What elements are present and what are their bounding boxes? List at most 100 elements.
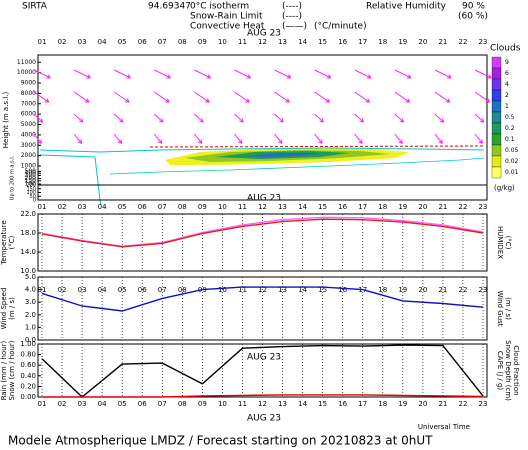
wind-arrow — [434, 91, 451, 103]
arrow-head — [441, 139, 443, 144]
arrow-head — [447, 98, 451, 103]
humidity-label: Relative Humidity — [366, 2, 447, 12]
arrow-shaft — [153, 113, 164, 123]
y-tick-label: 3.0 — [25, 298, 36, 306]
x-tick-label: 20 — [418, 38, 427, 46]
wind-arrow — [354, 69, 372, 79]
wind-arrow — [153, 91, 170, 103]
wind-arrow — [33, 133, 42, 144]
arrow-shaft — [434, 69, 452, 79]
arrow-head — [37, 141, 42, 144]
y-tick-label: 0.40 — [20, 372, 36, 380]
x-tick-label: 17 — [358, 203, 367, 211]
x-tick-label: 22 — [458, 38, 467, 46]
legend-label: Convective Heat — [190, 22, 265, 32]
arrow-shaft — [354, 113, 364, 123]
arrow-head — [408, 74, 412, 79]
arrow-shaft — [113, 69, 131, 79]
wind-arrow — [274, 69, 292, 79]
arrow-head — [87, 74, 91, 79]
wind-arrow — [314, 69, 332, 79]
arrow-shaft — [314, 113, 324, 123]
x-tick-label: 08 — [178, 400, 187, 408]
arrow-shaft — [434, 113, 445, 123]
arrow-head — [367, 98, 371, 103]
wind-arrow — [154, 69, 171, 79]
arrow-shaft — [234, 69, 251, 79]
y-tick-label: 0.60 — [20, 361, 36, 369]
sub-y-tick-label: 50 — [30, 194, 36, 200]
y-tick-label: 22.0 — [20, 210, 36, 218]
x-tick-label: 15 — [318, 203, 327, 211]
x-tick-label: 23 — [479, 400, 488, 408]
x-tick-label: 03 — [78, 38, 87, 46]
arrow-head — [368, 74, 372, 79]
arrow-head — [77, 141, 82, 144]
arrow-head — [358, 141, 363, 144]
arrow-shaft — [73, 133, 82, 144]
x-tick-label: 17 — [358, 38, 367, 46]
arrow-shaft — [194, 113, 204, 123]
wind-arrow — [113, 91, 130, 103]
x-axis-label: Universal Time — [418, 423, 470, 431]
wind-arrow — [234, 91, 250, 103]
y-tick-label: 14.0 — [20, 248, 36, 256]
wind-arrow — [434, 69, 452, 79]
y-axis-label: Wind Speed — [0, 288, 8, 330]
wind-arrow — [113, 133, 123, 144]
y2-axis-label: CAPE (J / g) — [496, 351, 504, 391]
x-tick-label: 10 — [218, 400, 227, 408]
y-axis-label: Snow (cm / hour) — [8, 340, 16, 400]
wind-arrow — [33, 69, 51, 79]
wind-arrow — [113, 113, 124, 123]
arrow-head — [321, 118, 324, 123]
arrow-shaft — [113, 113, 124, 123]
colorbar-label: 9 — [505, 59, 509, 66]
arrow-head — [401, 118, 405, 123]
x-tick-label: 11 — [238, 38, 247, 46]
legend-style: (----) — [282, 2, 302, 12]
arrow-shaft — [314, 91, 330, 103]
wind-arrow — [234, 133, 243, 144]
arrow-shaft — [234, 91, 250, 103]
x-tick-label: 20 — [418, 203, 427, 211]
chart-layer: SIRTA 94.69347 0°C isotherm (----) Snow-Rain… — [0, 2, 521, 448]
x-tick-label: 10 — [218, 203, 227, 211]
y2-axis-label: Snow Depth (cm) — [504, 340, 512, 401]
x-tick-label: 12 — [258, 203, 267, 211]
date-label: AUG 23 — [247, 194, 281, 204]
arrow-head — [161, 118, 164, 123]
wind-arrow — [33, 113, 44, 123]
arrow-head — [199, 120, 204, 123]
arrow-head — [359, 120, 364, 123]
arrow-shaft — [194, 69, 211, 79]
legend-label: Snow-Rain Limit — [190, 12, 263, 22]
legend-unit: (°C/minute) — [314, 22, 367, 32]
x-tick-label: 12 — [258, 400, 267, 408]
arrow-head — [479, 120, 484, 123]
colorbar-swatch — [491, 78, 502, 91]
x-tick-label: 10 — [218, 38, 227, 46]
wind-arrow — [474, 133, 483, 144]
x-tick-label: 11 — [238, 203, 247, 211]
station-code: 94.69347 — [148, 2, 191, 12]
arrow-head — [159, 120, 164, 123]
wind-arrow — [274, 91, 290, 103]
arrow-shaft — [394, 69, 412, 79]
x-tick-label: 22 — [458, 400, 467, 408]
wind-arrow — [314, 91, 330, 103]
x-tick-label: 18 — [378, 203, 387, 211]
x-tick-label: 02 — [58, 400, 67, 408]
arrow-head — [239, 120, 244, 123]
arrow-head — [280, 139, 283, 144]
y-tick-label: 6000 — [21, 111, 36, 118]
colorbar-swatch — [491, 144, 502, 157]
wind-arrow — [73, 91, 90, 103]
y-tick-label: 3000 — [21, 142, 36, 149]
arrow-head — [81, 118, 84, 123]
y-tick-label: 0.80 — [20, 351, 36, 359]
x-tick-label: 07 — [158, 203, 167, 211]
arrow-shaft — [474, 113, 485, 123]
y-tick-label: 5000 — [21, 121, 36, 128]
